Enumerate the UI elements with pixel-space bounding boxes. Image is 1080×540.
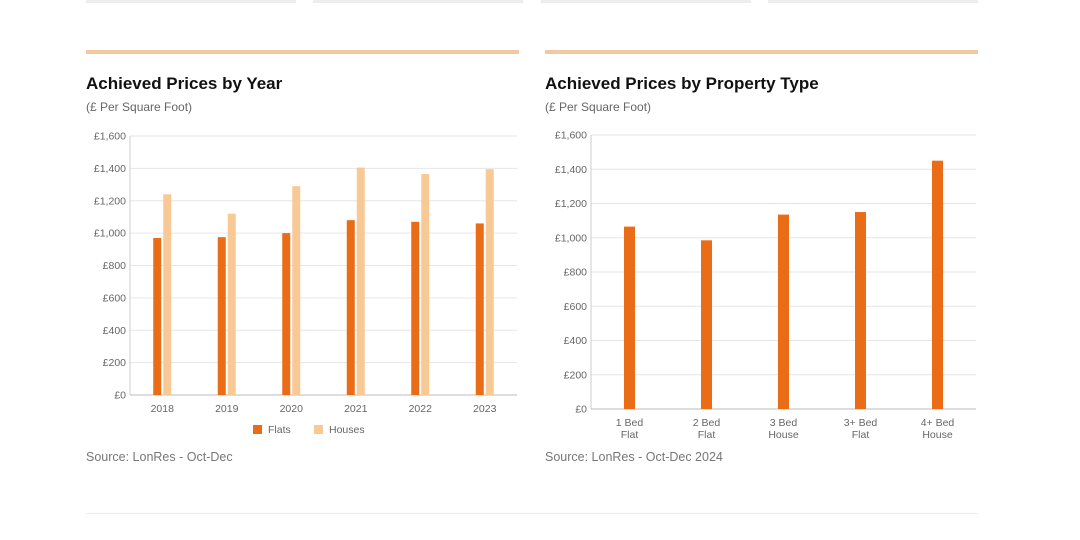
bar-houses-2020: [292, 186, 301, 395]
x-tick-label: 2 Bed: [693, 417, 721, 429]
chart-subtitle: (£ Per Square Foot): [86, 100, 193, 114]
bar-flats-2021: [346, 220, 355, 395]
bar-flats-2022: [411, 221, 420, 395]
bar-1bed-flat: [624, 226, 635, 409]
chart-panel-by-type: Achieved Prices by Property Type (£ Per …: [545, 50, 978, 441]
summary-card-4: [768, 0, 978, 3]
chart-source: Source: LonRes - Oct-Dec 2024: [545, 450, 723, 464]
x-tick-label: 2018: [151, 403, 175, 415]
legend-swatch-houses: [314, 425, 323, 434]
y-tick-label: £1,400: [94, 163, 126, 175]
bar-3bed-house: [778, 214, 789, 409]
x-tick-label: 3+ Bed: [844, 417, 878, 429]
chart-panel-by-year: Achieved Prices by Year (£ Per Square Fo…: [86, 50, 519, 436]
accent-rule: [545, 50, 978, 54]
y-tick-label: £0: [114, 390, 126, 402]
y-tick-label: £1,600: [555, 130, 587, 142]
bar-houses-2019: [227, 213, 236, 395]
bar-houses-2018: [163, 194, 172, 395]
legend-label-flats: Flats: [268, 424, 291, 436]
summary-card-3: [541, 0, 751, 3]
x-tick-label: 2021: [344, 403, 368, 415]
x-tick-label: 4+ Bed: [921, 417, 955, 429]
summary-card-1: [86, 0, 296, 3]
summary-card-2: [313, 0, 523, 3]
bar-3+bed-flat: [855, 212, 866, 409]
x-tick-label: Flat: [698, 429, 716, 441]
x-tick-label: Flat: [852, 429, 870, 441]
y-tick-label: £0: [575, 404, 587, 416]
y-tick-label: £1,600: [94, 131, 126, 143]
chart-by-year: £0 £200 £400 £600 £800 £1,000 £1,200 £1,400 £1,6…: [94, 131, 517, 436]
x-tick-label: 2022: [409, 403, 433, 415]
x-tick-label: 2023: [473, 403, 497, 415]
legend-label-houses: Houses: [329, 424, 365, 436]
x-tick-label: 2019: [215, 403, 239, 415]
y-tick-label: £200: [564, 369, 588, 381]
legend-swatch-flats: [253, 425, 262, 434]
x-tick-label: 1 Bed: [616, 417, 644, 429]
chart-subtitle: (£ Per Square Foot): [545, 100, 652, 114]
y-tick-label: £1,400: [555, 164, 587, 176]
y-tick-label: £400: [564, 335, 588, 347]
chart-title: Achieved Prices by Property Type: [545, 74, 819, 93]
y-tick-label: £1,200: [94, 195, 126, 207]
bar-houses-2023: [485, 169, 494, 395]
bar-houses-2021: [356, 167, 365, 395]
x-tick-label: House: [768, 429, 799, 441]
y-tick-label: £600: [103, 292, 127, 304]
y-tick-label: £800: [103, 260, 127, 272]
bar-houses-2022: [421, 174, 430, 395]
y-tick-label: £600: [564, 301, 588, 313]
x-tick-label: Flat: [621, 429, 639, 441]
y-tick-label: £1,000: [94, 228, 126, 240]
chart-by-type: £0 £200 £400 £600 £800 £1,000 £1,200 £1,400 £1,6…: [555, 130, 976, 441]
y-tick-label: £400: [103, 325, 127, 337]
bar-4+bed-house: [932, 160, 943, 409]
y-tick-label: £200: [103, 357, 127, 369]
y-tick-label: £800: [564, 267, 588, 279]
accent-rule: [86, 50, 519, 54]
bar-2bed-flat: [701, 240, 712, 409]
bar-flats-2018: [153, 237, 162, 395]
y-tick-label: £1,000: [555, 232, 587, 244]
y-tick-label: £1,200: [555, 198, 587, 210]
x-tick-label: 2020: [280, 403, 304, 415]
x-tick-label: 3 Bed: [770, 417, 798, 429]
bar-flats-2020: [282, 233, 291, 395]
x-tick-label: House: [922, 429, 953, 441]
chart-title: Achieved Prices by Year: [86, 74, 283, 93]
chart-source: Source: LonRes - Oct-Dec: [86, 450, 233, 464]
divider: [86, 513, 978, 514]
bar-flats-2023: [475, 223, 484, 395]
bar-flats-2019: [217, 237, 226, 395]
